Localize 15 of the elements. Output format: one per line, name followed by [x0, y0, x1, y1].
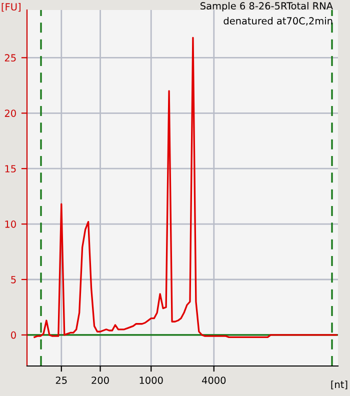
y-tick-label: 10: [5, 220, 16, 228]
line-series: [34, 36, 338, 338]
y-tick-label: 5: [11, 276, 16, 284]
x-tick-label: 25: [56, 376, 67, 384]
y-tick-label: 15: [5, 165, 16, 172]
y-tick-label: 0: [11, 331, 16, 339]
x-tick-label: 4000: [202, 376, 226, 384]
x-axis-title: [nt]: [331, 380, 348, 390]
x-tick-label: 1000: [140, 376, 163, 384]
annotation: denatured at70C,2min: [224, 17, 332, 26]
y-tick-label: 20: [4, 110, 16, 117]
y-tick-label: 25: [4, 54, 16, 62]
annotation: Sample 6 8-26-5RTotal RNA: [200, 2, 333, 12]
x-tick-label: 200: [92, 376, 109, 384]
y-axis-title: [FU]: [2, 3, 20, 12]
